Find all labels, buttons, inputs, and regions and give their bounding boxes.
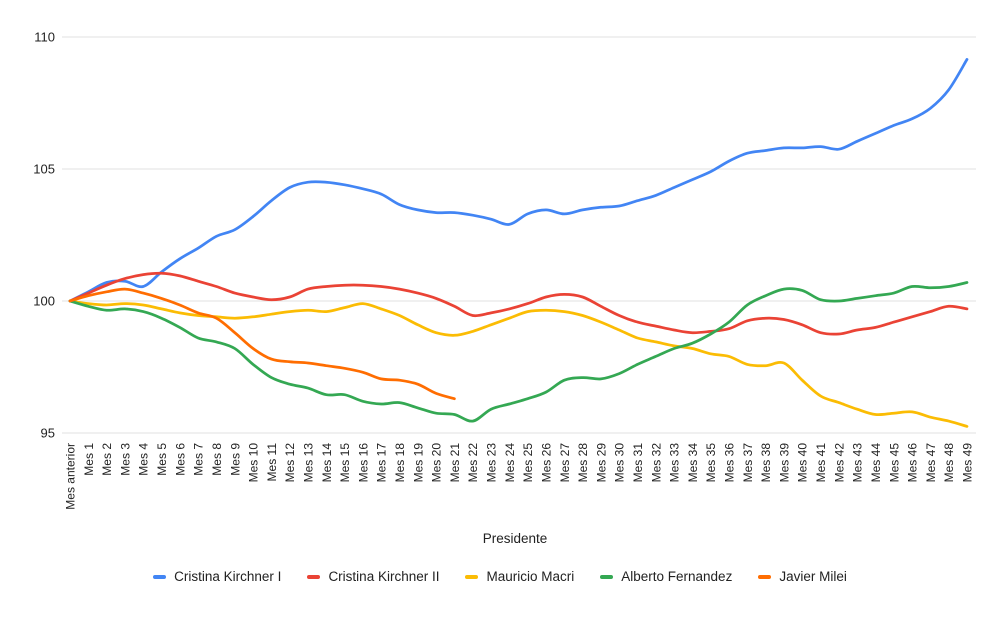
- x-axis-tick-label: Mes 13: [302, 443, 316, 483]
- x-axis-tick-label: Mes 25: [521, 443, 535, 483]
- x-axis-tick-label: Mes 34: [686, 443, 700, 483]
- x-axis-tick-label: Mes 19: [411, 443, 425, 483]
- legend-item-cristina-kirchner-ii: Cristina Kirchner II: [307, 569, 439, 584]
- x-axis-tick-label: Mes 1: [82, 443, 96, 476]
- x-axis-tick-label: Mes 46: [906, 443, 920, 483]
- x-axis-tick-label: Mes 14: [320, 443, 334, 483]
- legend-item-mauricio-macri: Mauricio Macri: [465, 569, 574, 584]
- x-axis-tick-label: Mes 23: [485, 443, 499, 483]
- x-axis-tick-label: Mes 6: [173, 443, 187, 476]
- x-axis-tick-label: Mes 24: [503, 443, 517, 483]
- x-axis-tick-label: Mes 2: [100, 443, 114, 476]
- legend-swatch-icon: [307, 574, 321, 579]
- x-axis-tick-label: Mes 29: [594, 443, 608, 483]
- chart-legend: Cristina Kirchner I Cristina Kirchner II M…: [0, 569, 1000, 584]
- legend-swatch-icon: [758, 574, 772, 579]
- x-axis-tick-label: Mes 35: [704, 443, 718, 483]
- x-axis-tick-label: Mes 42: [832, 443, 846, 483]
- legend-item-javier-milei: Javier Milei: [758, 569, 847, 584]
- x-axis-tick-label: Mes 9: [228, 443, 242, 476]
- x-axis-tick-label: Mes 28: [576, 443, 590, 483]
- legend-label: Mauricio Macri: [486, 569, 575, 584]
- x-axis-tick-label: Mes 17: [375, 443, 389, 483]
- legend-swatch-icon: [600, 574, 614, 579]
- x-axis-tick-label: Mes 43: [851, 443, 865, 483]
- x-axis-tick-label: Mes 32: [649, 443, 663, 483]
- y-axis-tick-label: 110: [34, 30, 55, 45]
- x-axis-tick-label: Mes 48: [942, 443, 956, 483]
- x-axis-tick-label: Mes 10: [247, 443, 261, 483]
- legend-label: Cristina Kirchner I: [174, 569, 282, 584]
- x-axis-tick-label: Mes 44: [869, 443, 883, 483]
- series-line-cristina-kirchner-i: [68, 58, 969, 303]
- series-line-alberto-fernandez: [68, 281, 969, 423]
- y-axis-tick-label: 95: [41, 426, 55, 441]
- x-axis-tick-label: Mes 45: [887, 443, 901, 483]
- y-axis-tick-label: 105: [33, 162, 55, 177]
- x-axis-tick-label: Mes 18: [393, 443, 407, 483]
- x-axis-tick-label: Mes 15: [338, 443, 352, 483]
- x-axis-tick-label: Mes 37: [741, 443, 755, 483]
- x-axis-tick-label: Mes 33: [668, 443, 682, 483]
- x-axis-tick-label: Mes 11: [265, 443, 279, 482]
- legend-swatch-icon: [465, 574, 479, 579]
- legend-label: Cristina Kirchner II: [328, 569, 440, 584]
- series-line-mauricio-macri: [68, 299, 969, 428]
- x-axis-tick-label: Mes 8: [210, 443, 224, 476]
- x-axis-tick-label: Mes 20: [430, 443, 444, 483]
- x-axis-tick-label: Mes 22: [466, 443, 480, 483]
- x-axis-tick-label: Mes 7: [192, 443, 206, 476]
- x-axis-tick-label: Mes 36: [723, 443, 737, 483]
- x-axis-tick-label: Mes 30: [613, 443, 627, 483]
- x-axis-tick-label: Mes 49: [961, 443, 975, 483]
- legend-label: Alberto Fernandez: [621, 569, 733, 584]
- series-line-javier-milei: [68, 287, 456, 401]
- series-line-cristina-kirchner-ii: [68, 271, 969, 336]
- y-axis-tick-label: 100: [33, 294, 55, 309]
- x-axis-tick-label: Mes 47: [924, 443, 938, 483]
- x-axis-tick-label: Mes 5: [155, 443, 169, 476]
- legend-item-cristina-kirchner-i: Cristina Kirchner I: [153, 569, 281, 584]
- x-axis-title: Presidente: [483, 531, 548, 546]
- x-axis-tick-label: Mes 21: [448, 443, 462, 483]
- x-axis-tick-label: Mes 39: [777, 443, 791, 483]
- legend-label: Javier Milei: [779, 569, 847, 584]
- legend-item-alberto-fernandez: Alberto Fernandez: [600, 569, 732, 584]
- x-axis-tick-label: Mes 40: [796, 443, 810, 483]
- legend-swatch-icon: [153, 574, 167, 579]
- x-axis-tick-label: Mes 4: [137, 443, 151, 476]
- x-axis-tick-label: Mes 31: [631, 443, 645, 483]
- x-axis-tick-label: Mes 26: [540, 443, 554, 483]
- x-axis-tick-label: Mes anterior: [64, 443, 78, 510]
- x-axis-tick-label: Mes 41: [814, 443, 828, 483]
- x-axis-tick-label: Mes 12: [283, 443, 297, 483]
- x-axis-tick-label: Mes 27: [558, 443, 572, 483]
- x-axis-tick-label: Mes 16: [356, 443, 370, 483]
- x-axis-tick-label: Mes 38: [759, 443, 773, 483]
- x-axis-tick-label: Mes 3: [118, 443, 132, 476]
